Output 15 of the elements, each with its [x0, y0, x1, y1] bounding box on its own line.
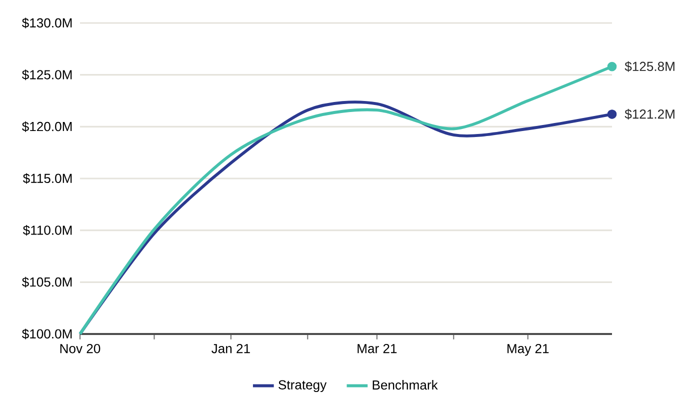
y-tick-label: $115.0M — [22, 173, 72, 184]
legend-label: Strategy — [278, 380, 327, 392]
x-tick-label: Jan 21 — [212, 344, 250, 354]
y-tick-label: $130.0M — [22, 18, 72, 28]
x-tick-label: Nov 20 — [60, 344, 100, 354]
legend-label: Benchmark — [372, 380, 438, 390]
y-tick-label: $125.0M — [22, 70, 72, 80]
y-tick-label: $105.0M — [22, 276, 72, 288]
data-label: $125.8M — [624, 61, 674, 72]
y-tick-label: $100.0M — [22, 328, 72, 340]
y-tick-label: $110.0M — [22, 225, 72, 236]
x-tick-label: May 21 — [508, 344, 549, 356]
x-tick-label: Mar 21 — [358, 344, 397, 354]
y-tick-label: $120.0M — [22, 121, 72, 132]
data-label: $121.2M — [624, 108, 674, 120]
